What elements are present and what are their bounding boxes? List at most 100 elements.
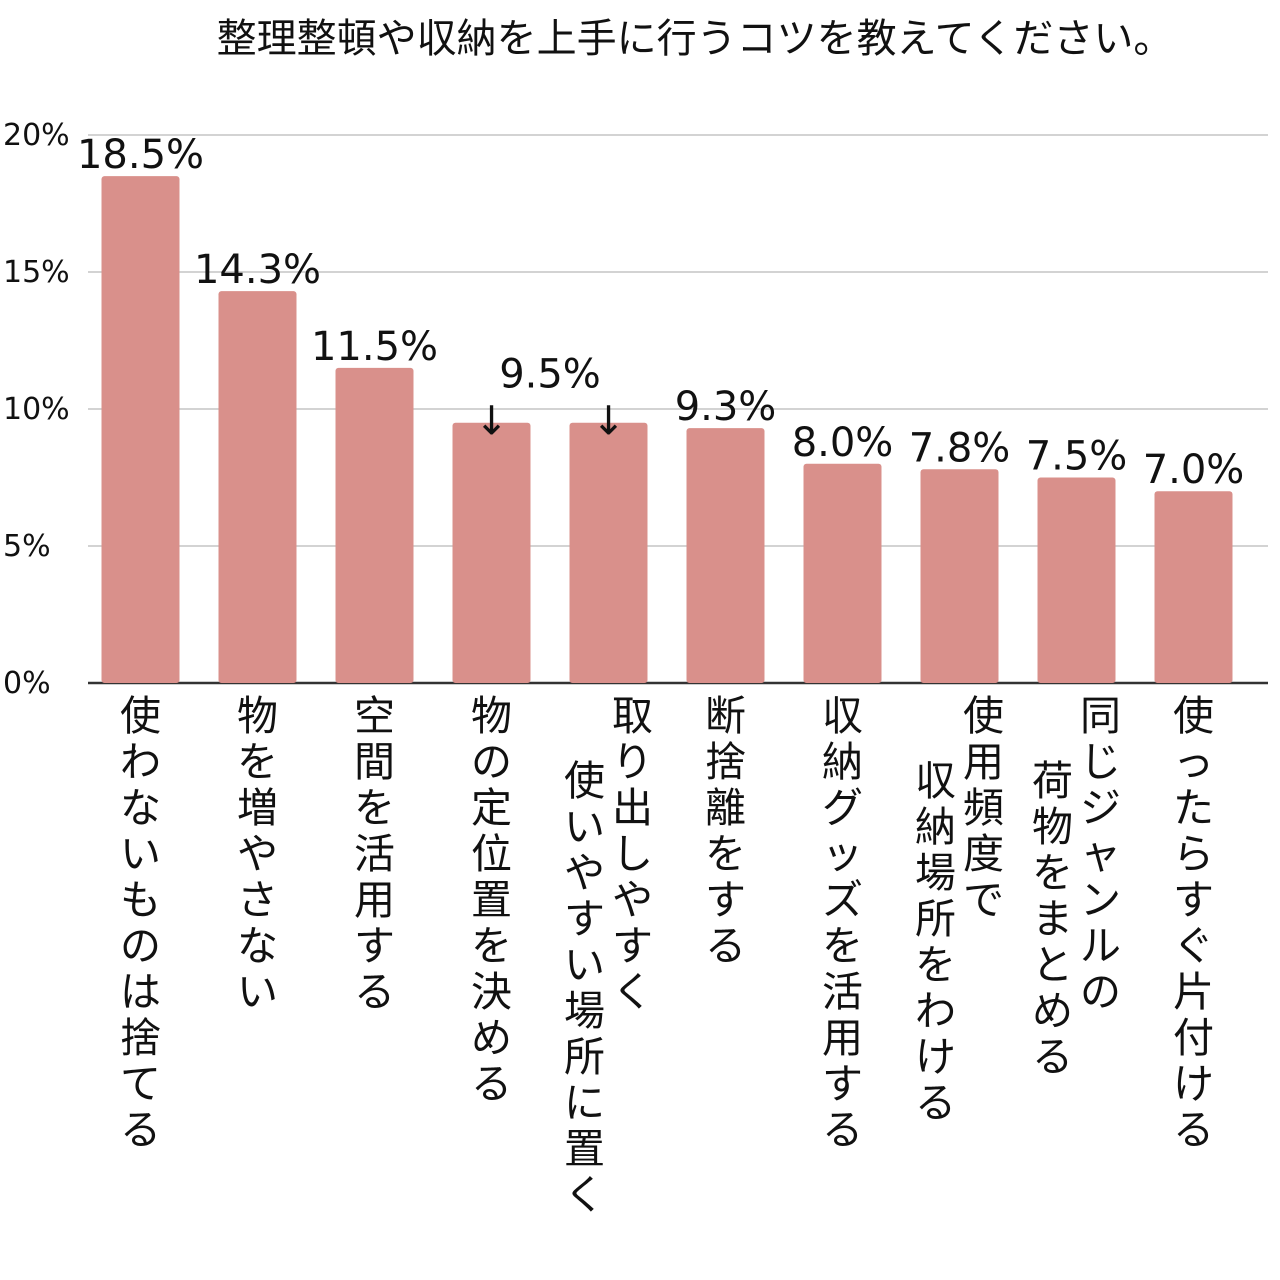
data-label-arrow: ↓ — [592, 399, 626, 445]
category-label-char: め — [1032, 987, 1073, 1035]
category-label-char: わ — [915, 987, 956, 1035]
category-label-char: を — [237, 738, 278, 786]
category-label-char: に — [564, 1079, 605, 1127]
category-label-char: る — [120, 1106, 161, 1154]
category-label-char: 空 — [354, 692, 395, 740]
data-label: 7.0% — [1143, 447, 1245, 493]
category-label-char: の — [120, 922, 161, 970]
category-label-char: 荷 — [1032, 757, 1073, 805]
category-label-char: ズ — [822, 876, 863, 924]
category-label-char: 増 — [237, 784, 278, 832]
category-label-char: す — [822, 1060, 863, 1108]
category-label-char: 位 — [471, 830, 512, 878]
category-label-char: 所 — [915, 895, 956, 943]
category-label-char: 頻 — [963, 784, 1004, 832]
category-label-char: め — [471, 1014, 512, 1062]
category-label-char: す — [705, 876, 746, 924]
category-label-char: じ — [1080, 738, 1121, 786]
category-label-char: た — [1173, 784, 1214, 832]
category-label-char: ッ — [822, 830, 863, 878]
data-label: 7.8% — [909, 425, 1011, 471]
category-label-char: ン — [1080, 876, 1121, 924]
bar — [1037, 477, 1116, 683]
category-label-char: る — [705, 922, 746, 970]
category-label-char: 物 — [237, 692, 278, 740]
gridlines: 0% 5% 10% 15% 20% — [3, 118, 1268, 701]
category-label-char: 活 — [354, 830, 395, 878]
category-label-char: て — [120, 1060, 161, 1108]
category-label-char: を — [822, 922, 863, 970]
category-label-char: け — [1173, 1060, 1214, 1108]
category-label-char: い — [564, 803, 605, 851]
category-label-char: 置 — [471, 876, 512, 924]
category-label-char: ャ — [1080, 830, 1121, 878]
category-label-char: 断 — [705, 692, 746, 740]
category-label-char: っ — [1173, 738, 1214, 786]
category-label-char: な — [237, 922, 278, 970]
category-label-char: ぐ — [1173, 922, 1214, 970]
category-label-char: い — [120, 830, 161, 878]
category-label-char: 置 — [564, 1125, 605, 1173]
category-label-char: 収 — [822, 692, 863, 740]
category-label-char: の — [471, 738, 512, 786]
category-label-char: 用 — [822, 1014, 863, 1062]
y-tick-label: 5% — [3, 529, 51, 564]
category-label-char: ら — [1173, 830, 1214, 878]
category-label-char: さ — [237, 876, 278, 924]
bar — [686, 428, 765, 683]
category-labels: 使わないものは捨てる物を増やさない空間を活用する物の定位置を決める取り出しやすく… — [120, 692, 1214, 1219]
category-label-char: 使 — [1173, 692, 1214, 740]
category-label-char: し — [612, 830, 653, 878]
category-label-char: を — [1032, 849, 1073, 897]
category-label-char: 物 — [1032, 803, 1073, 851]
category-label-char: を — [705, 830, 746, 878]
data-label: 14.3% — [194, 247, 321, 293]
bars — [101, 176, 1233, 683]
category-label-char: 納 — [915, 803, 956, 851]
data-label: 9.3% — [675, 384, 777, 430]
category-label-char: を — [471, 922, 512, 970]
bar — [920, 469, 999, 683]
category-label-char: い — [237, 968, 278, 1016]
category-label-char: や — [237, 830, 278, 878]
category-label-char: わ — [120, 738, 161, 786]
data-label: 7.5% — [1026, 434, 1128, 480]
bar — [1154, 491, 1233, 683]
category-label-char: く — [564, 1171, 605, 1219]
data-label: 11.5% — [311, 324, 438, 370]
category-label-char: 物 — [471, 692, 512, 740]
y-tick-label: 0% — [3, 666, 51, 701]
category-label-char: は — [120, 968, 161, 1016]
category-label-char: 離 — [705, 784, 746, 832]
bar — [335, 367, 414, 683]
category-label-char: り — [612, 738, 653, 786]
category-label-char: な — [120, 784, 161, 832]
category-label-char: 出 — [612, 784, 653, 832]
category-label-char: 度 — [963, 830, 1004, 878]
category-label-char: グ — [822, 784, 863, 832]
category-label-char: を — [354, 784, 395, 832]
y-tick-label: 10% — [3, 392, 70, 427]
category-label-char: ジ — [1080, 784, 1121, 832]
category-label-char: る — [1173, 1106, 1214, 1154]
category-label-char: く — [612, 968, 653, 1016]
chart-title: 整理整頓や収納を上手に行うコツを教えてください。 — [217, 16, 1174, 62]
category-label-char: け — [915, 1033, 956, 1081]
category-label-char: や — [564, 849, 605, 897]
data-labels: 18.5% 14.3% 11.5% ↓ ↓ 9.3% 8.0% 7.8% 7.5% 7.0% 9.5… — [77, 132, 1244, 493]
bar — [569, 422, 648, 683]
category-label-char: や — [612, 876, 653, 924]
category-label-char: す — [354, 922, 395, 970]
data-label: 18.5% — [77, 132, 204, 178]
category-label-char: 捨 — [120, 1014, 161, 1062]
category-label-char: ル — [1080, 922, 1121, 970]
y-tick-label: 15% — [3, 255, 70, 290]
category-label-char: す — [1173, 876, 1214, 924]
category-label-char: 定 — [471, 784, 512, 832]
category-label-char: 付 — [1173, 1014, 1214, 1062]
data-label-arrow: ↓ — [475, 399, 509, 445]
category-label-char: る — [915, 1079, 956, 1127]
category-label-char: る — [471, 1060, 512, 1108]
